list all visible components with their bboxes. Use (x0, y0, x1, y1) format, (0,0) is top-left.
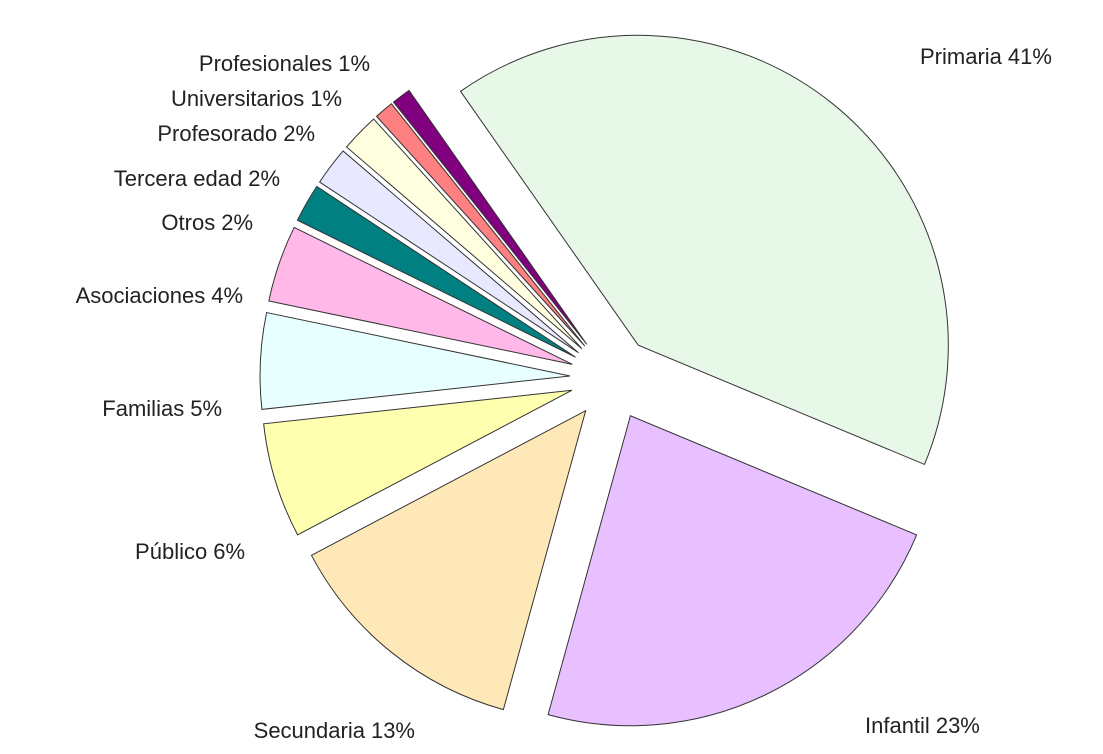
slice-category: Familias (102, 396, 184, 421)
slice-category: Universitarios (171, 86, 304, 111)
slice-category: Profesionales (199, 51, 332, 76)
slice-label: Familias 5% (102, 396, 222, 421)
slice-value: 23% (936, 713, 980, 738)
pie-slice (259, 311, 571, 410)
pie-slice (296, 185, 576, 358)
slice-value: 1% (338, 51, 370, 76)
slice-label: Asociaciones 4% (76, 283, 243, 308)
pie-slice (268, 226, 573, 365)
slice-category: Primaria (920, 44, 1003, 69)
pie-slice (345, 118, 583, 350)
slice-value: 2% (221, 210, 253, 235)
slice-value: 6% (213, 539, 245, 564)
pie-slice (318, 150, 579, 354)
pie-slice (547, 415, 918, 727)
slice-category: Profesorado (157, 121, 277, 146)
slice-label: Infantil 23% (865, 713, 980, 738)
slice-category: Público (135, 539, 207, 564)
slice-label: Secundaria 13% (254, 718, 415, 743)
pie-slice (459, 34, 949, 466)
slice-category: Otros (161, 210, 215, 235)
slice-label: Profesorado 2% (157, 121, 315, 146)
slice-value: 5% (190, 396, 222, 421)
slice-label: Público 6% (135, 539, 245, 564)
slice-label: Profesionales 1% (199, 51, 370, 76)
slice-label: Tercera edad 2% (114, 166, 280, 191)
slice-value: 13% (371, 718, 415, 743)
slice-label: Primaria 41% (920, 44, 1052, 69)
slice-category: Tercera edad (114, 166, 242, 191)
pie-slice (392, 89, 588, 345)
slice-category: Asociaciones (76, 283, 206, 308)
slice-value: 2% (283, 121, 315, 146)
slice-value: 41% (1008, 44, 1052, 69)
pie-slice (263, 389, 573, 536)
slice-value: 2% (248, 166, 280, 191)
pie-slice (310, 409, 587, 711)
slice-value: 4% (211, 283, 243, 308)
slice-category: Secundaria (254, 718, 366, 743)
slice-value: 1% (310, 86, 342, 111)
slice-label: Otros 2% (161, 210, 253, 235)
pie-slice (375, 103, 586, 347)
slice-label: Universitarios 1% (171, 86, 342, 111)
slice-category: Infantil (865, 713, 930, 738)
